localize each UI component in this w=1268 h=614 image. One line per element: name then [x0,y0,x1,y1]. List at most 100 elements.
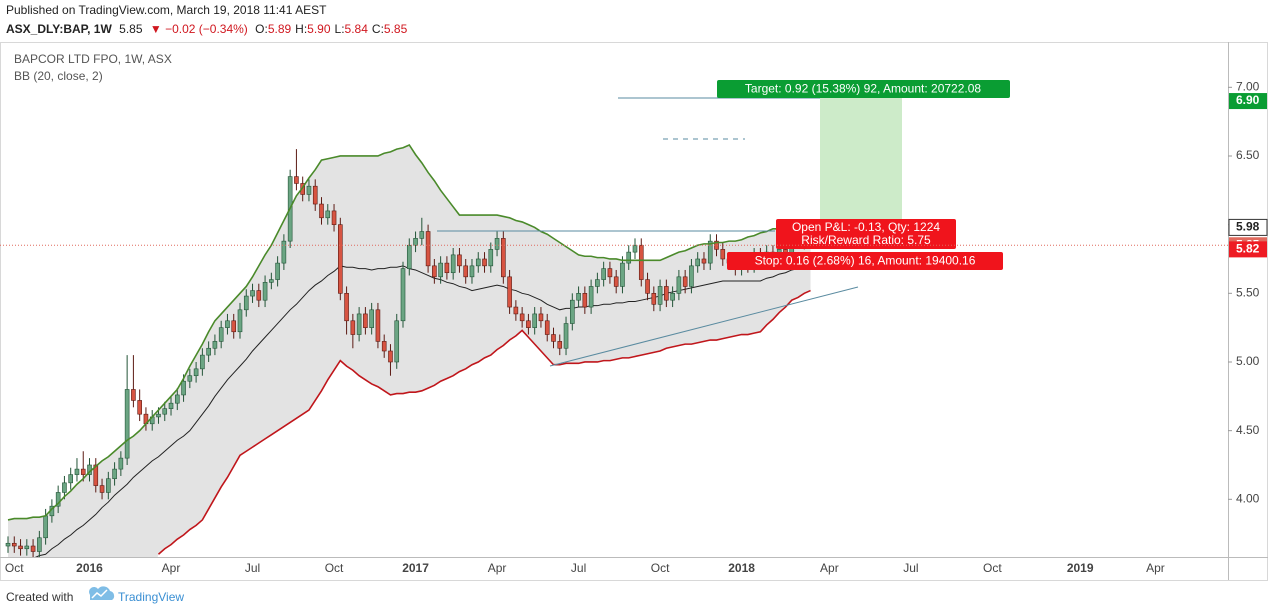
candle-body [657,286,663,305]
risk-reward-label: Risk/Reward Ratio: 5.75 [801,233,931,247]
candle-body [243,295,249,311]
ohlc-value: 5.84 [345,22,369,36]
candle-body [156,413,161,418]
candle-body [275,262,280,280]
candle-body [80,468,86,475]
candle-body [406,244,412,269]
candle-body [551,334,556,342]
candle-body [187,375,193,382]
candle-body [720,249,726,260]
x-tick-label: Apr [1146,561,1165,575]
target-label: Target: 0.92 (15.38%) 92, Amount: 20722.… [745,82,981,96]
candle-body [595,279,600,287]
candle-body [469,265,475,278]
candle-body [701,258,707,264]
candle-body [494,238,500,250]
candle-body [93,464,99,486]
x-tick-label: Apr [488,561,507,575]
candle-body [425,231,431,267]
price-label: 5.98 [1236,220,1260,234]
candle-body [601,268,606,280]
candle-body [532,313,537,328]
last-price: 5.85 [119,22,143,36]
candle-body [30,545,36,552]
candle-body [482,258,487,267]
candle-body [413,238,418,246]
candle-body [526,320,531,328]
candle-body [344,293,349,322]
candle-body [325,210,331,219]
candle-body [507,276,512,308]
candle-body [312,185,318,205]
candle-body [24,545,30,550]
candle-body [112,468,117,480]
bb-upper [7,143,811,521]
candle-body [369,309,374,328]
candle-body [281,240,287,264]
candle-body [707,240,713,264]
trend-line [549,286,859,367]
candle-body [5,542,11,547]
candle-body [18,545,23,550]
x-tick-label: Oct [325,561,344,575]
candle-body [11,542,17,547]
candle-body [124,389,130,459]
candle-body [331,210,337,225]
candle-body [682,276,688,287]
candle-body [607,268,613,278]
candle-body [689,265,694,287]
candle-body [626,251,632,264]
candle-body [664,286,669,301]
candle-body [118,457,124,470]
x-tick-label: 2019 [1067,561,1094,575]
symbol: ASX_DLY:BAP, 1W [6,22,112,36]
logo-line [91,589,108,599]
footer-brand[interactable]: TradingView [118,590,184,604]
candle-body [475,258,481,267]
stop-box [727,252,1003,270]
indicator-label: BB (20, close, 2) [14,69,103,83]
candle-body [269,279,274,283]
candle-body [350,320,356,335]
ohlc-key: H: [295,22,307,36]
candle-body [544,320,550,335]
x-tick-label: 2017 [402,561,429,575]
candle-body [137,400,142,415]
candle-body [218,327,224,342]
candle-body [519,313,525,322]
candle-body [37,537,42,552]
candle-body [400,268,406,322]
candle-body [488,249,494,267]
x-tick-label: Apr [162,561,181,575]
candle-body [62,482,67,493]
band-background [8,145,811,557]
candle-body [294,176,299,184]
candle-body [181,380,186,396]
candle-body [432,265,437,278]
candle-body [563,323,569,349]
candle-body [55,492,61,507]
x-tick-label: Jul [571,561,586,575]
candle-body [206,347,211,356]
candle-body [131,389,136,401]
candle-body [262,282,268,301]
candle-body [363,313,368,328]
candle-body [670,293,675,301]
x-tick-label: 2018 [728,561,755,575]
candle-body [582,293,588,308]
candle-body [174,394,180,404]
candle-body [576,293,581,301]
price-label: 5.82 [1236,242,1260,256]
candle-body [106,478,111,493]
candle-body [463,265,469,278]
y-tick-label: 6.50 [1236,148,1260,162]
ohlc-key: L: [335,22,345,36]
y-tick-label: 5.50 [1236,285,1260,299]
change: ▼ −0.02 (−0.34%) [150,22,248,36]
x-tick-label: 2016 [76,561,103,575]
candle-body [231,320,237,333]
price-label-box [1229,93,1267,110]
candle-body [676,276,682,294]
